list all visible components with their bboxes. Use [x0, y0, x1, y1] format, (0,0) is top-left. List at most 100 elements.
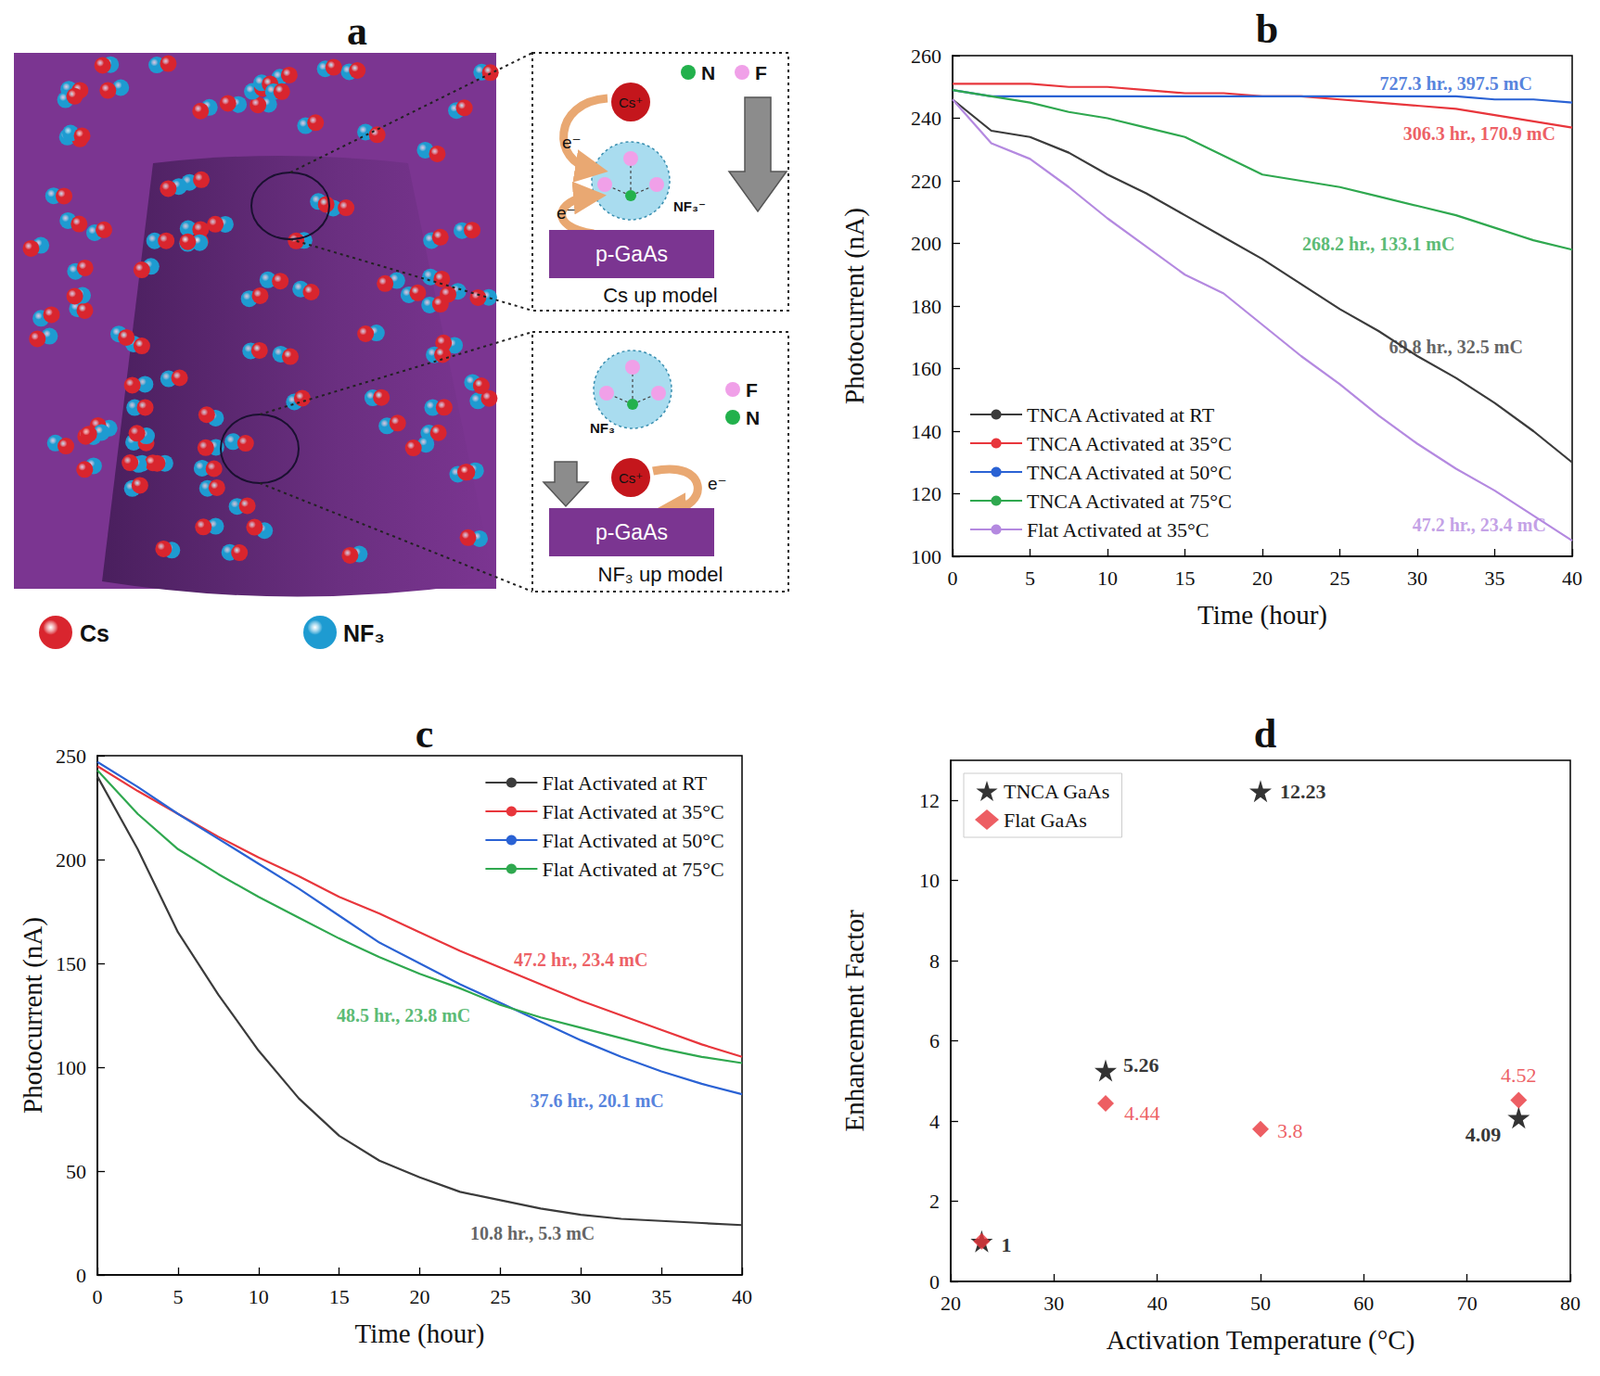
svg-text:220: 220: [910, 169, 942, 193]
svg-text:4.09: 4.09: [1465, 1123, 1502, 1147]
svg-text:60: 60: [1353, 1292, 1374, 1316]
svg-text:200: 200: [55, 848, 87, 872]
svg-text:Activation Temperature (°C): Activation Temperature (°C): [1106, 1325, 1416, 1357]
svg-text:25: 25: [489, 1285, 511, 1309]
svg-text:40: 40: [731, 1285, 753, 1309]
svg-text:10: 10: [919, 869, 940, 893]
svg-text:40: 40: [1561, 566, 1583, 590]
svg-text:N: N: [745, 407, 760, 429]
svg-text:a: a: [346, 8, 368, 54]
svg-text:e⁻: e⁻: [707, 473, 728, 494]
svg-text:50: 50: [65, 1160, 87, 1184]
svg-text:100: 100: [55, 1056, 87, 1080]
svg-text:b: b: [1255, 6, 1279, 52]
svg-text:NF₃: NF₃: [343, 620, 385, 647]
svg-text:TNCA GaAs: TNCA GaAs: [1003, 780, 1110, 804]
svg-text:Time (hour): Time (hour): [1197, 600, 1328, 631]
svg-text:140: 140: [910, 420, 942, 444]
svg-text:47.2 hr., 23.4 mC: 47.2 hr., 23.4 mC: [1412, 514, 1547, 536]
svg-text:48.5 hr., 23.8 mC: 48.5 hr., 23.8 mC: [336, 1005, 471, 1026]
svg-text:260: 260: [910, 44, 942, 68]
svg-text:160: 160: [910, 357, 942, 381]
svg-text:Flat Activated at 50°C: Flat Activated at 50°C: [541, 829, 724, 853]
svg-text:69.8 hr., 32.5 mC: 69.8 hr., 32.5 mC: [1389, 336, 1524, 358]
svg-text:p-GaAs: p-GaAs: [595, 520, 668, 545]
svg-text:15: 15: [1175, 566, 1196, 590]
svg-text:35: 35: [1484, 566, 1506, 590]
svg-text:c: c: [415, 711, 435, 757]
svg-text:F: F: [755, 62, 768, 84]
svg-text:30: 30: [1043, 1292, 1064, 1316]
svg-text:Cs⁺: Cs⁺: [618, 470, 643, 487]
svg-text:Flat Activated at 75°C: Flat Activated at 75°C: [541, 857, 724, 882]
svg-text:Flat Activated at 35°C: Flat Activated at 35°C: [1026, 518, 1209, 542]
svg-text:TNCA Activated at 35°C: TNCA Activated at 35°C: [1026, 432, 1232, 456]
svg-text:20: 20: [409, 1285, 431, 1309]
svg-text:3.8: 3.8: [1277, 1119, 1304, 1143]
svg-text:Enhancement Factor: Enhancement Factor: [839, 909, 870, 1132]
svg-text:20: 20: [940, 1292, 961, 1316]
svg-text:0: 0: [76, 1264, 87, 1288]
svg-text:40: 40: [1147, 1292, 1168, 1316]
svg-text:Flat Activated at RT: Flat Activated at RT: [541, 771, 707, 795]
svg-text:F: F: [745, 379, 758, 401]
svg-text:268.2 hr., 133.1 mC: 268.2 hr., 133.1 mC: [1302, 233, 1455, 255]
svg-text:Photocurrent (nA): Photocurrent (nA): [839, 207, 871, 405]
svg-text:70: 70: [1457, 1292, 1478, 1316]
svg-text:250: 250: [55, 744, 87, 768]
svg-text:10: 10: [248, 1285, 269, 1309]
svg-text:1: 1: [1000, 1233, 1012, 1257]
svg-text:5: 5: [1024, 566, 1036, 590]
svg-text:240: 240: [910, 106, 942, 130]
svg-text:Cs: Cs: [79, 620, 110, 647]
svg-text:p-GaAs: p-GaAs: [595, 242, 668, 267]
svg-text:TNCA Activated at 75°C: TNCA Activated at 75°C: [1026, 489, 1232, 513]
svg-text:4: 4: [929, 1110, 940, 1134]
svg-text:12.23: 12.23: [1280, 780, 1327, 804]
svg-text:15: 15: [329, 1285, 350, 1309]
svg-text:NF₃⁻: NF₃⁻: [673, 198, 706, 215]
svg-text:37.6 hr., 20.1 mC: 37.6 hr., 20.1 mC: [529, 1090, 664, 1112]
svg-text:Flat GaAs: Flat GaAs: [1003, 808, 1088, 832]
svg-text:50: 50: [1250, 1292, 1271, 1316]
svg-text:e⁻: e⁻: [562, 132, 582, 153]
svg-text:TNCA Activated at RT: TNCA Activated at RT: [1026, 403, 1216, 427]
svg-text:0: 0: [92, 1285, 103, 1309]
svg-text:12: 12: [919, 789, 940, 813]
svg-text:120: 120: [910, 482, 942, 506]
svg-text:35: 35: [651, 1285, 672, 1309]
svg-text:5: 5: [172, 1285, 183, 1309]
svg-text:e⁻: e⁻: [556, 203, 576, 223]
svg-text:Flat Activated at 35°C: Flat Activated at 35°C: [541, 800, 724, 824]
svg-text:Cs up model: Cs up model: [602, 283, 718, 308]
svg-text:25: 25: [1330, 566, 1351, 590]
svg-text:5.26: 5.26: [1123, 1053, 1160, 1077]
svg-text:47.2 hr., 23.4 mC: 47.2 hr., 23.4 mC: [513, 949, 648, 971]
svg-text:Time (hour): Time (hour): [355, 1318, 486, 1350]
svg-text:0: 0: [929, 1270, 940, 1294]
svg-text:150: 150: [55, 952, 87, 976]
svg-text:10.8 hr., 5.3 mC: 10.8 hr., 5.3 mC: [470, 1223, 595, 1244]
svg-text:30: 30: [570, 1285, 591, 1309]
svg-text:10: 10: [1097, 566, 1118, 590]
svg-text:100: 100: [910, 545, 942, 569]
svg-text:TNCA Activated at 50°C: TNCA Activated at 50°C: [1026, 460, 1232, 485]
svg-text:0: 0: [947, 566, 959, 590]
svg-text:30: 30: [1407, 566, 1428, 590]
svg-text:200: 200: [910, 231, 942, 256]
svg-text:2: 2: [929, 1190, 940, 1214]
svg-text:Photocurrent (nA): Photocurrent (nA): [17, 917, 49, 1114]
svg-text:4.44: 4.44: [1124, 1101, 1161, 1126]
svg-text:20: 20: [1252, 566, 1273, 590]
svg-text:6: 6: [929, 1029, 940, 1053]
svg-text:N: N: [701, 62, 716, 84]
svg-text:80: 80: [1560, 1292, 1581, 1316]
svg-text:Cs⁺: Cs⁺: [618, 94, 643, 111]
svg-text:8: 8: [929, 949, 940, 973]
svg-text:306.3 hr., 170.9 mC: 306.3 hr., 170.9 mC: [1403, 123, 1556, 144]
svg-text:NF₃ up model: NF₃ up model: [598, 563, 724, 587]
svg-text:727.3 hr., 397.5 mC: 727.3 hr., 397.5 mC: [1380, 73, 1533, 94]
svg-text:4.52: 4.52: [1500, 1063, 1537, 1088]
svg-text:NF₃: NF₃: [589, 420, 615, 436]
svg-text:180: 180: [910, 294, 942, 319]
